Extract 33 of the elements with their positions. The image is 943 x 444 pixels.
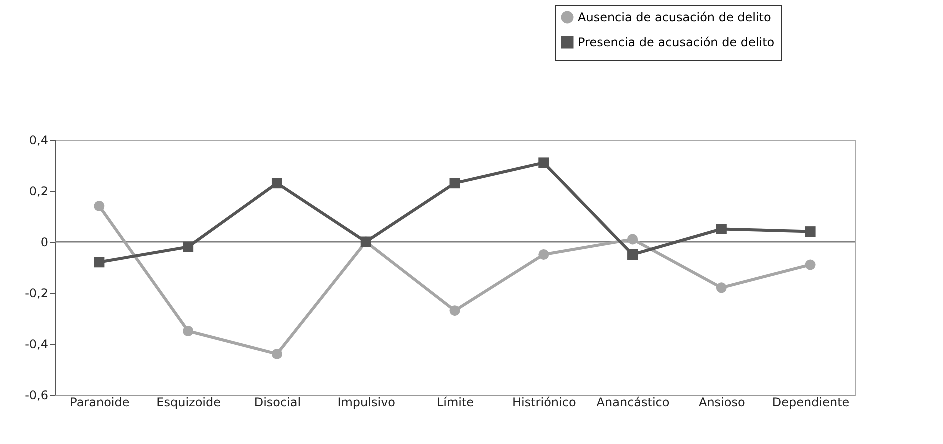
x-tick-label: Esquizoide	[156, 396, 222, 410]
y-tick-label: -0,4	[25, 338, 48, 352]
x-tick-label: Anancástico	[596, 396, 670, 410]
point	[450, 306, 460, 316]
y-tick-label: 0,4	[29, 134, 48, 148]
point	[628, 234, 638, 245]
point	[183, 326, 194, 336]
y-tick-label: 0,2	[29, 184, 48, 198]
point	[805, 260, 816, 270]
point	[94, 257, 105, 268]
point	[450, 178, 460, 189]
y-tick-label: -0,2	[25, 286, 48, 300]
point	[538, 158, 550, 168]
y-tick-label: 0	[40, 236, 48, 250]
point	[183, 242, 194, 252]
legend-label: Presencia de acusación de delito	[578, 36, 775, 50]
legend-label: Ausencia de acusación de delito	[578, 10, 772, 24]
point	[628, 250, 638, 260]
x-tick-label: Ansioso	[698, 396, 746, 410]
point	[538, 250, 550, 260]
point	[805, 226, 816, 238]
point	[272, 178, 282, 189]
point	[716, 224, 727, 234]
y-tick-label: -0,6	[25, 388, 48, 402]
x-tick-label: Impulsivo	[338, 396, 396, 410]
x-tick-label: Disocial	[254, 396, 302, 410]
point	[94, 201, 105, 212]
x-tick-label: Dependiente	[772, 396, 850, 410]
x-tick-label: Límite	[436, 396, 474, 410]
point	[272, 348, 282, 360]
x-tick-label: Paranoide	[70, 396, 130, 410]
point	[716, 282, 727, 294]
x-tick-label: Histriónico	[512, 396, 576, 410]
